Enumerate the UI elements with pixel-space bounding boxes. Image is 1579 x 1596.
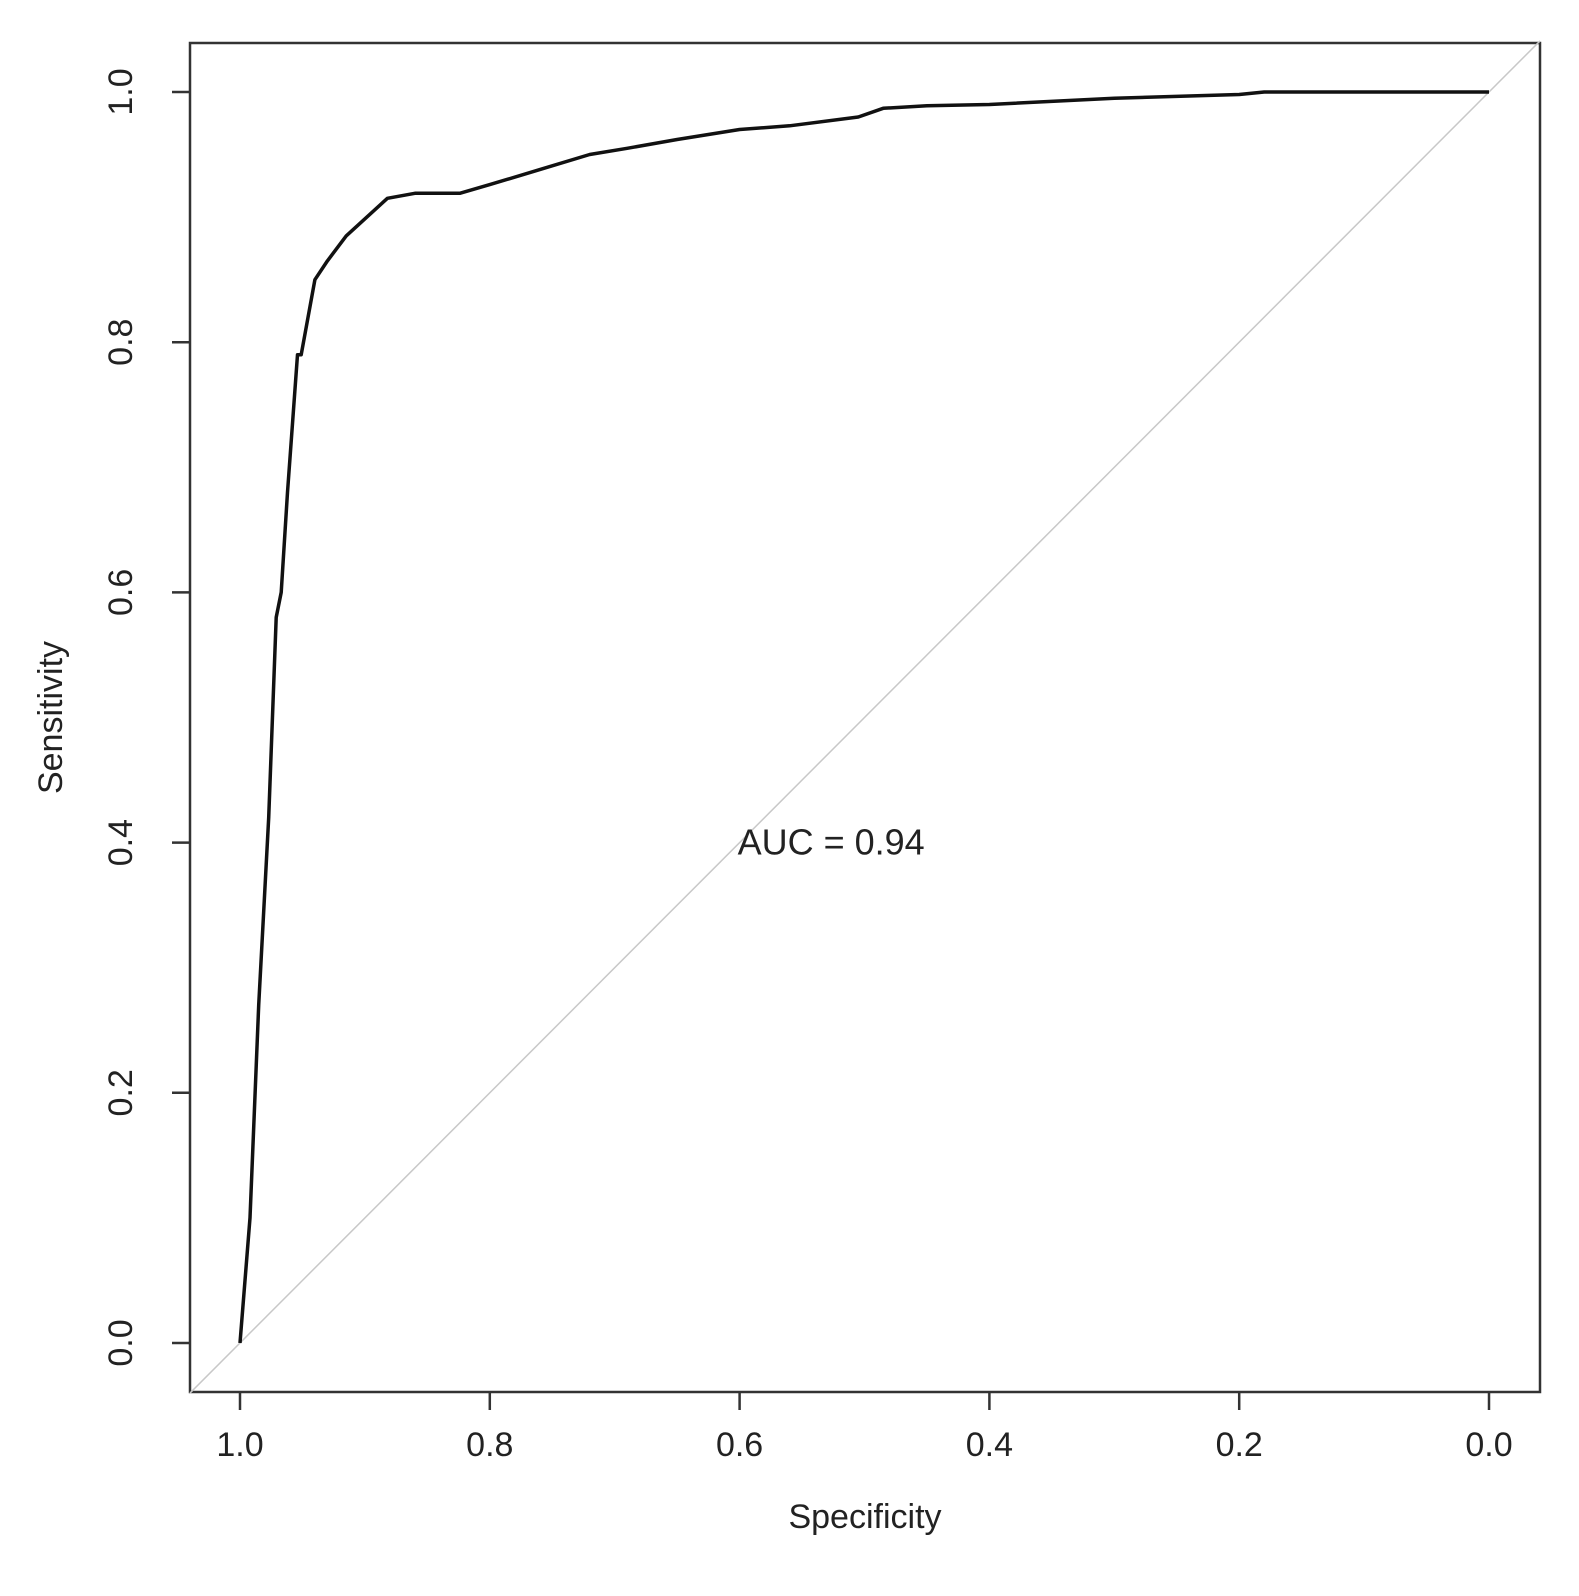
y-axis-title: Sensitivity bbox=[32, 641, 70, 794]
auc-annotation: AUC = 0.94 bbox=[738, 822, 925, 863]
x-tick-label: 0.6 bbox=[716, 1426, 763, 1464]
y-tick-label: 0.4 bbox=[102, 819, 140, 866]
x-tick-label: 0.2 bbox=[1216, 1426, 1263, 1464]
roc-curve-line bbox=[238, 90, 1489, 1344]
y-tick-label: 0.6 bbox=[102, 569, 140, 616]
x-tick-label: 1.0 bbox=[216, 1426, 263, 1464]
y-axis: 0.0 0.2 0.4 0.6 0.8 1.0 bbox=[102, 68, 190, 1367]
y-tick-label: 0.0 bbox=[102, 1319, 140, 1366]
y-tick-label: 1.0 bbox=[102, 68, 140, 115]
reference-diagonal-line bbox=[189, 40, 1541, 1394]
x-axis: 1.0 0.8 0.6 0.4 0.2 0.0 bbox=[216, 1392, 1513, 1464]
plot-area: AUC = 0.94 bbox=[188, 40, 1542, 1394]
x-tick-label: 0.8 bbox=[466, 1426, 513, 1464]
y-tick-label: 0.2 bbox=[102, 1069, 140, 1116]
x-tick-label: 0.0 bbox=[1465, 1426, 1512, 1464]
plot-frame bbox=[188, 41, 1542, 1394]
y-tick-label: 0.8 bbox=[102, 319, 140, 366]
x-axis-title: Specificity bbox=[788, 1498, 941, 1536]
x-tick-label: 0.4 bbox=[966, 1426, 1013, 1464]
